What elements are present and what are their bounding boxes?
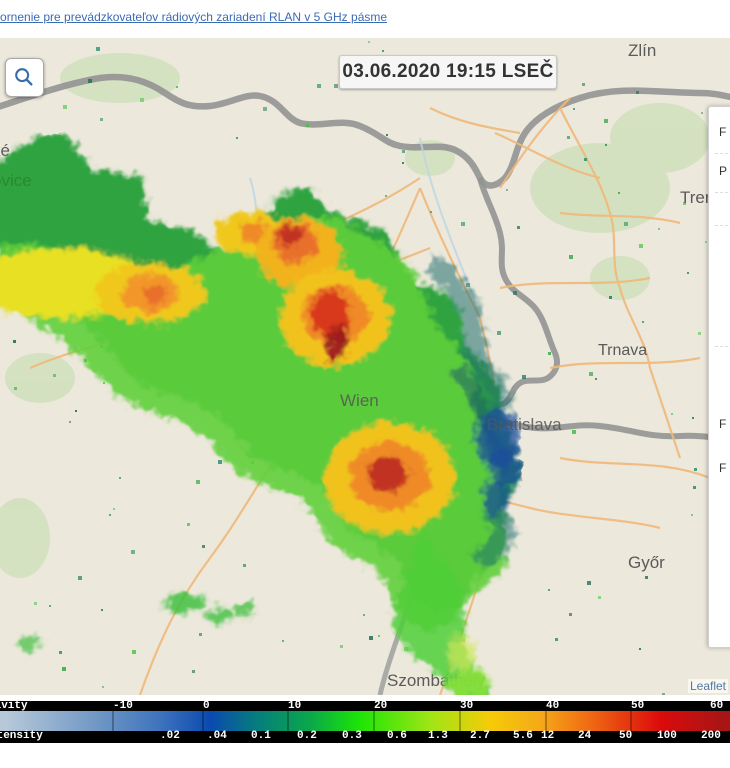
svg-text:Wien: Wien [340,391,379,410]
svg-text:Bratislava: Bratislava [487,415,562,434]
svg-text:ovice: ovice [0,171,32,190]
